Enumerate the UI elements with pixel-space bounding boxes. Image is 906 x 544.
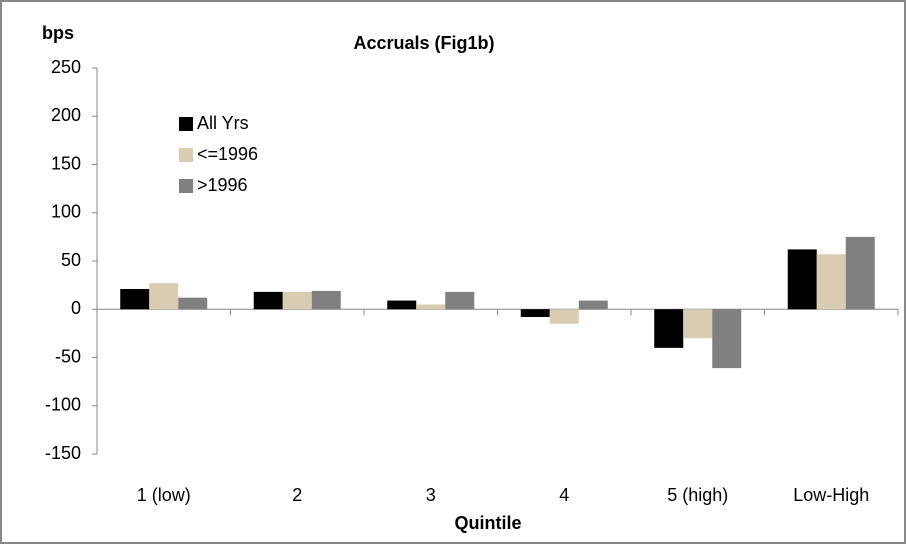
y-tick-label: 50 <box>61 250 81 270</box>
bar <box>520 309 550 317</box>
legend-label: All Yrs <box>197 113 249 133</box>
bar <box>282 291 312 310</box>
legend-swatch <box>179 179 193 193</box>
bar <box>683 309 713 339</box>
bar <box>712 309 742 369</box>
x-axis-label: Quintile <box>455 513 522 533</box>
y-tick-label: -150 <box>45 443 81 463</box>
y-tick-label: -100 <box>45 395 81 415</box>
x-tick-label: 4 <box>559 485 569 505</box>
bar <box>845 236 875 310</box>
bar <box>387 300 417 310</box>
y-tick-label: 100 <box>51 202 81 222</box>
x-tick-label: 2 <box>292 485 302 505</box>
legend-label: >1996 <box>197 175 248 195</box>
y-tick-label: 150 <box>51 153 81 173</box>
bar <box>445 291 475 310</box>
y-tick-label: 250 <box>51 57 81 77</box>
bar <box>549 309 579 324</box>
bar <box>178 297 208 310</box>
y-tick-label: -50 <box>55 346 81 366</box>
chart-title: Accruals (Fig1b) <box>353 33 494 53</box>
x-tick-label: 3 <box>426 485 436 505</box>
bar <box>253 291 283 310</box>
x-tick-label: 1 (low) <box>137 485 191 505</box>
y-axis-label: bps <box>42 23 74 43</box>
bar <box>149 283 179 310</box>
bar <box>416 304 446 310</box>
x-tick-label: Low-High <box>793 485 869 505</box>
legend-swatch <box>179 148 193 162</box>
x-tick-label: 5 (high) <box>667 485 728 505</box>
legend-swatch <box>179 117 193 131</box>
bar <box>311 290 341 310</box>
y-tick-label: 200 <box>51 105 81 125</box>
bar <box>787 249 817 310</box>
legend-label: <=1996 <box>197 144 258 164</box>
bar <box>654 309 684 348</box>
bar <box>816 254 846 310</box>
bar <box>578 300 608 310</box>
bar <box>120 288 150 310</box>
y-tick-label: 0 <box>71 298 81 318</box>
